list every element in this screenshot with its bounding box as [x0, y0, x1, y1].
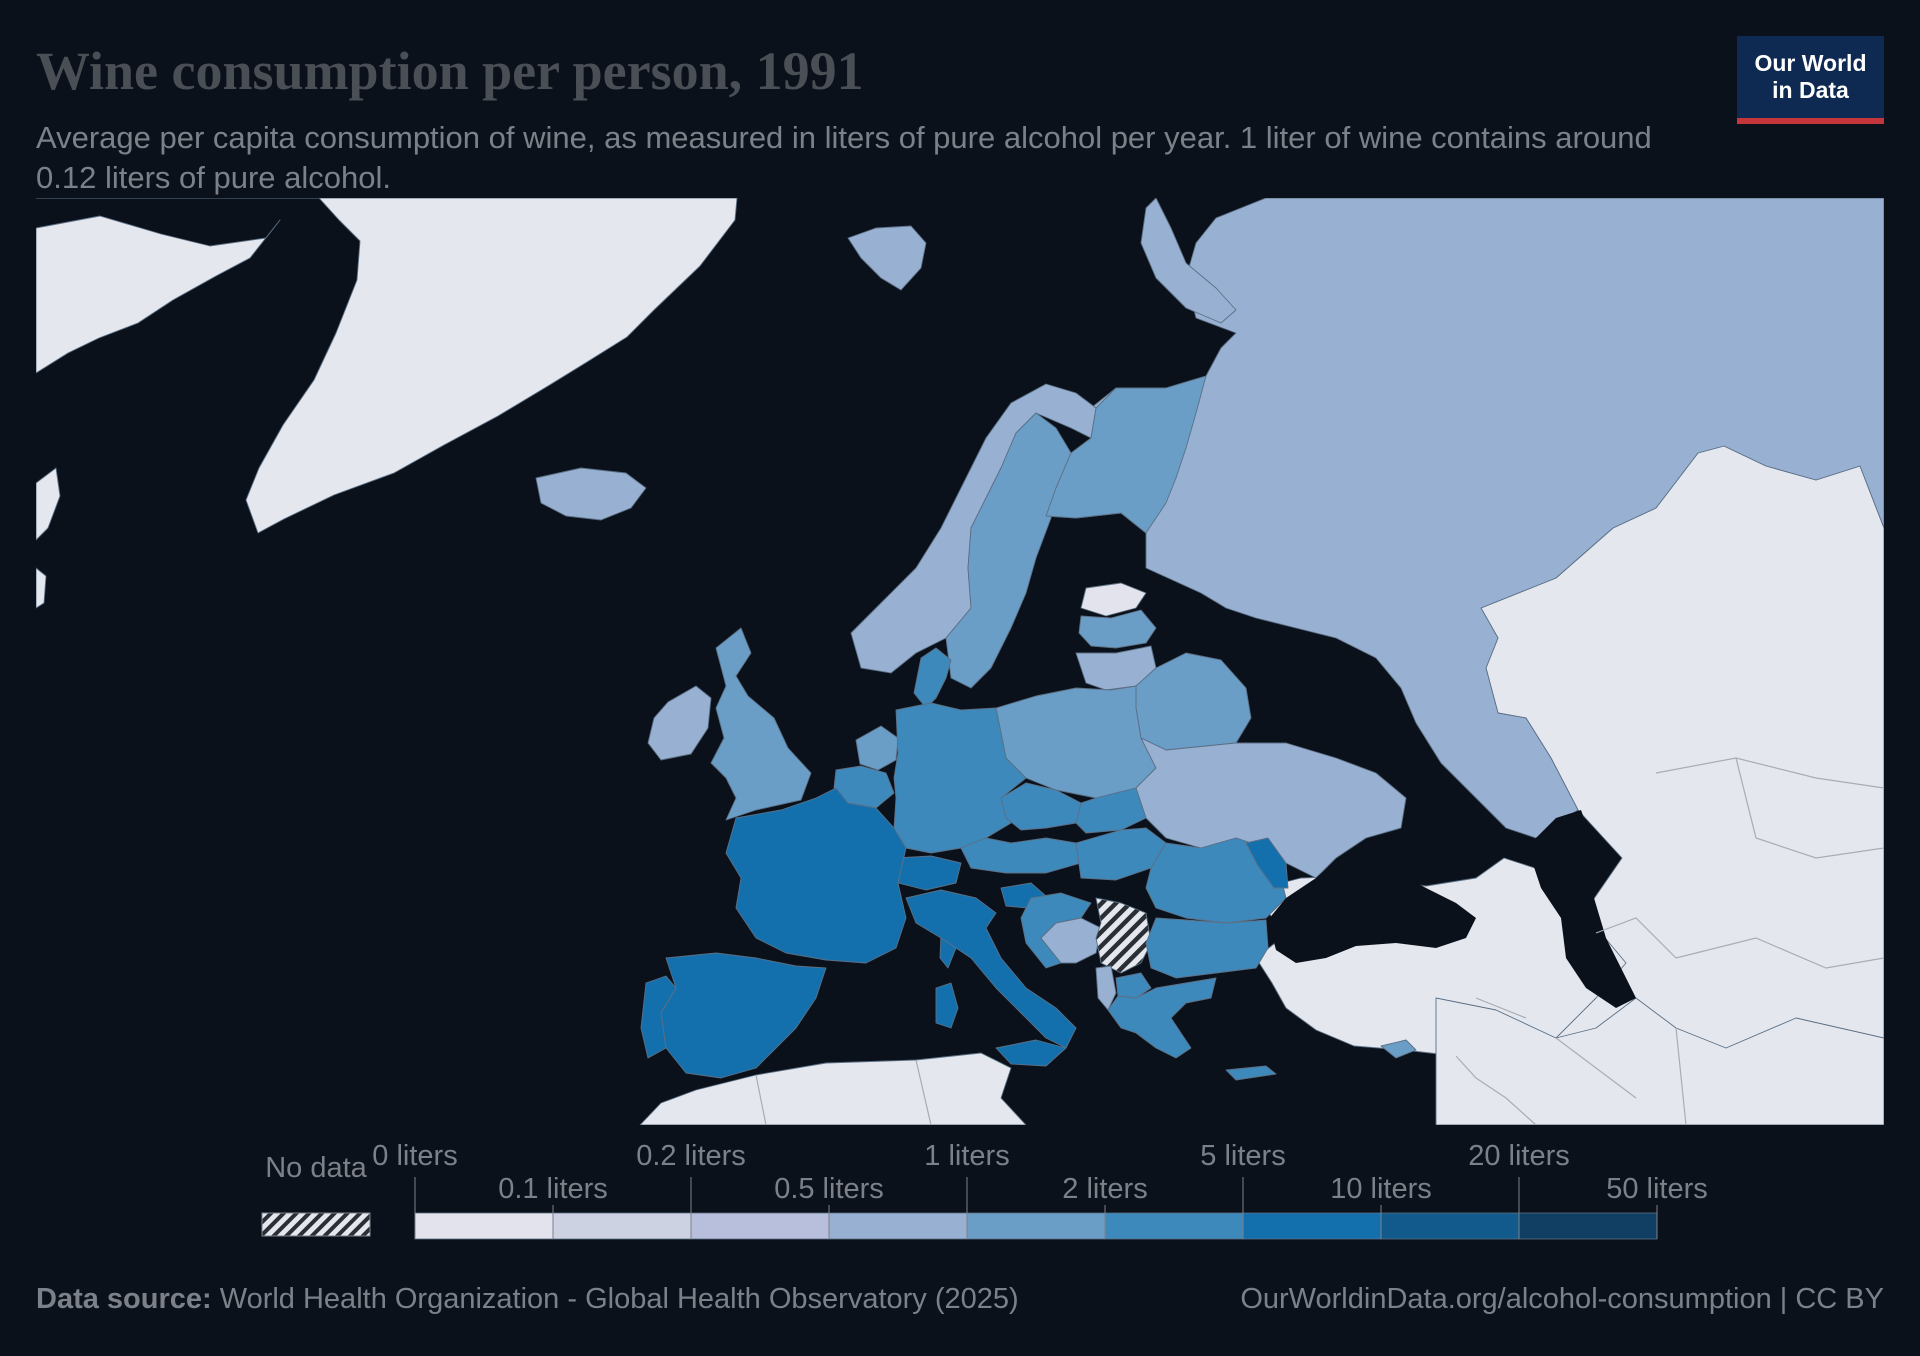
black-sea [1268, 853, 1476, 963]
france[interactable] [725, 787, 907, 964]
cyprus[interactable] [1380, 1039, 1417, 1059]
legend-swatch[interactable] [828, 1212, 968, 1240]
norway[interactable] [850, 383, 1097, 674]
svalbard[interactable] [847, 225, 927, 291]
north-macedonia[interactable] [1115, 972, 1152, 999]
united-kingdom[interactable] [710, 627, 812, 821]
choropleth-map [36, 198, 1884, 1125]
crete[interactable] [1225, 1065, 1277, 1081]
legend-bins: 0 liters 0.1 liters 0.2 liters 0.5 liters 1 … [372, 1140, 1708, 1240]
legend-swatch[interactable] [690, 1212, 830, 1240]
legend-swatch[interactable] [1242, 1212, 1382, 1240]
legend-tick-label: 2 liters [1062, 1173, 1147, 1205]
data-source-text: World Health Organization - Global Healt… [211, 1283, 1019, 1315]
albania[interactable] [1095, 965, 1117, 1011]
legend-swatch[interactable] [1380, 1212, 1520, 1240]
netherlands[interactable] [855, 725, 899, 771]
novaya-zemlya[interactable] [1140, 198, 1237, 324]
sardinia[interactable] [935, 982, 959, 1029]
greenland[interactable] [36, 198, 738, 534]
legend-tick-label: 0 liters [372, 1140, 457, 1172]
legend-tick-label: 0.2 liters [636, 1140, 746, 1172]
ukraine[interactable] [1135, 737, 1407, 879]
legend-swatch[interactable] [552, 1212, 692, 1240]
legend-swatch[interactable] [966, 1212, 1106, 1240]
legend-tick-label: 0.1 liters [498, 1173, 608, 1205]
austria[interactable] [960, 837, 1082, 874]
logo-line-1: Our World [1754, 50, 1867, 76]
estonia[interactable] [1080, 582, 1147, 617]
north-africa-borders [755, 1059, 932, 1125]
map-area [36, 198, 1884, 1125]
bulgaria[interactable] [1145, 917, 1269, 979]
footer: Data source: World Health Organization -… [36, 1283, 1884, 1316]
legend-swatch[interactable] [1518, 1212, 1658, 1240]
legend-tick-label: 0.5 liters [774, 1173, 884, 1205]
middle-east-borders [1455, 997, 1687, 1125]
greece[interactable] [1107, 977, 1217, 1059]
central-asia-borders [1595, 757, 1884, 969]
italy[interactable] [905, 889, 1077, 1049]
bosnia-herzegovina[interactable] [1040, 917, 1102, 964]
data-source: Data source: World Health Organization -… [36, 1283, 1019, 1315]
slovakia[interactable] [1075, 787, 1147, 834]
owid-logo[interactable]: Our World in Data [1737, 36, 1884, 124]
no-data-swatch[interactable] [261, 1212, 371, 1237]
legend-tick-label: 5 liters [1200, 1140, 1285, 1172]
legend-tick-label: 20 liters [1468, 1140, 1570, 1172]
germany[interactable] [893, 702, 1027, 854]
denmark[interactable] [913, 647, 952, 709]
chart-title: Wine consumption per person, 1991 [36, 41, 864, 101]
finland[interactable] [1045, 375, 1207, 534]
serbia-no-data[interactable] [1095, 897, 1152, 974]
moldova[interactable] [1245, 837, 1289, 889]
source-url-license[interactable]: OurWorldinData.org/alcohol-consumption |… [1240, 1283, 1884, 1315]
arctic-islands[interactable] [36, 467, 61, 609]
middle-east[interactable] [1435, 997, 1884, 1125]
legend-tick-label: 10 liters [1330, 1173, 1432, 1205]
legend-swatch[interactable] [1104, 1212, 1244, 1240]
data-source-label: Data source: [36, 1283, 212, 1315]
legend-tick-label: 1 liters [924, 1140, 1009, 1172]
legend-tick-label: 50 liters [1606, 1173, 1708, 1205]
portugal[interactable] [640, 975, 677, 1059]
chart-subtitle: Average per capita consumption of wine, … [36, 120, 1652, 195]
sweden[interactable] [945, 412, 1072, 689]
iceland[interactable] [535, 467, 647, 521]
legend-svg: No data 0 liters 0.1 liters 0.2 liters 0.5 … [261, 1140, 1708, 1240]
no-data-label: No data [265, 1152, 367, 1184]
caspian-sea [1531, 810, 1636, 1008]
color-legend: No data 0 liters 0.1 liters 0.2 liters 0.5 … [0, 1125, 1920, 1255]
legend-swatch[interactable] [414, 1212, 554, 1240]
ireland[interactable] [647, 685, 712, 761]
logo-line-2: in Data [1772, 77, 1849, 103]
sicily[interactable] [995, 1039, 1067, 1067]
latvia[interactable] [1078, 609, 1157, 649]
